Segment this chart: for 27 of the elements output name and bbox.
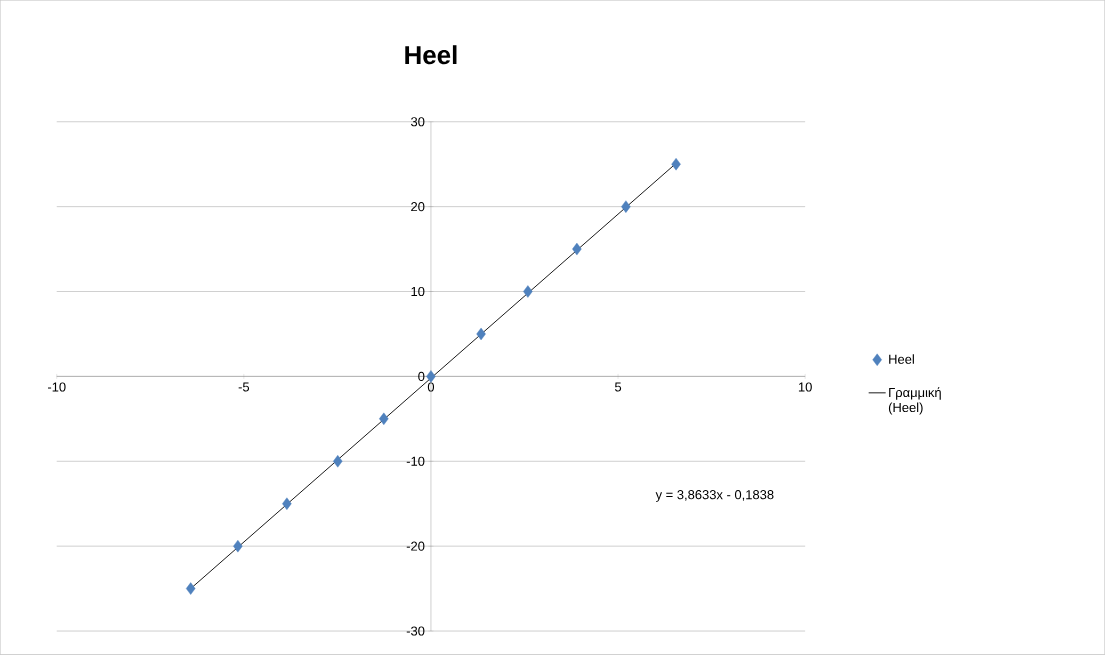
point bbox=[282, 497, 292, 511]
point bbox=[186, 582, 196, 595]
annotation: y = 3,8633x - 0,1838 bbox=[655, 490, 774, 502]
point bbox=[426, 370, 436, 383]
point bbox=[572, 243, 582, 256]
y-tick-label: 20 bbox=[411, 202, 425, 212]
legend-label: Γραμμική (Heel) bbox=[888, 387, 941, 415]
legend-label: Heel bbox=[889, 354, 914, 364]
y-tick-label: 0 bbox=[418, 371, 425, 382]
x-tick-label: -10 bbox=[47, 382, 66, 392]
x-tick-label: -5 bbox=[238, 382, 250, 392]
y-tick-label: 10 bbox=[411, 287, 425, 297]
point bbox=[671, 158, 681, 171]
x-tick-label: 5 bbox=[614, 382, 622, 392]
y-tick-label: -30 bbox=[406, 626, 425, 636]
y-tick-label: -10 bbox=[406, 456, 425, 466]
point bbox=[523, 285, 533, 298]
y-tick-label: -20 bbox=[406, 541, 425, 551]
chart-title: Heel bbox=[405, 45, 457, 65]
x-tick-label: 0 bbox=[427, 382, 435, 392]
point bbox=[621, 200, 631, 213]
point bbox=[476, 327, 486, 341]
point bbox=[233, 540, 243, 553]
x-tick-label: 10 bbox=[798, 382, 812, 392]
point bbox=[379, 412, 389, 426]
y-tick-label: 30 bbox=[411, 117, 425, 127]
point bbox=[333, 455, 343, 468]
